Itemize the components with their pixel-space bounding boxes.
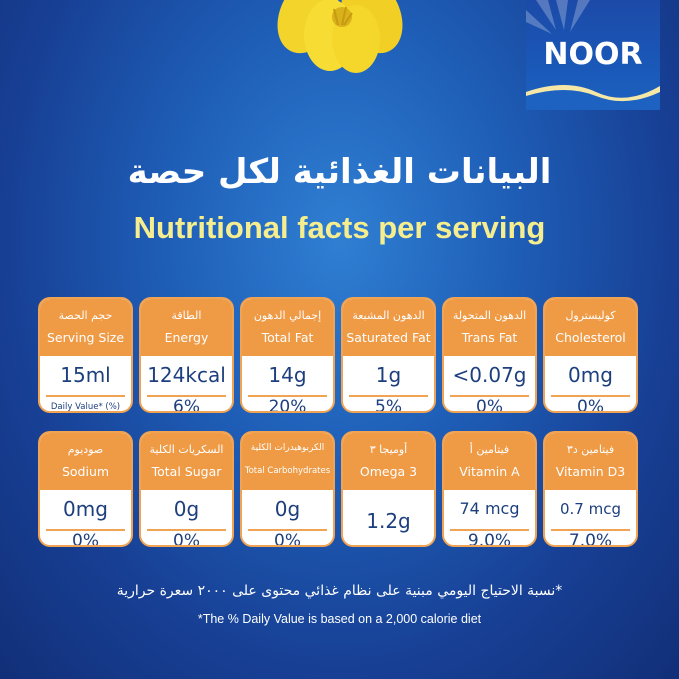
nutrient-name-ar: فيتامين د٣ xyxy=(566,443,615,456)
daily-value: 0% xyxy=(274,531,301,547)
card-divider xyxy=(147,529,226,531)
nutrient-card-total-fat: إجمالي الدهون Total Fat 14g 20% xyxy=(240,297,335,413)
nutrient-amount: 14g xyxy=(268,363,307,387)
nutrient-card-serving-size: حجم الحصة Serving Size 15ml Daily Value*… xyxy=(38,297,133,413)
nutrient-amount: 0.7 mcg xyxy=(559,500,621,518)
nutrient-amount: 0g xyxy=(274,497,301,521)
nutrient-name-ar: إجمالي الدهون xyxy=(253,309,322,322)
nutrient-name-ar: الدهون المتحولة xyxy=(452,309,527,322)
card-header: فيتامين أ Vitamin A xyxy=(444,433,535,490)
nutrient-name-en: Energy xyxy=(164,330,209,345)
daily-value: 6% xyxy=(173,397,200,413)
nutrient-amount: 0mg xyxy=(568,363,613,387)
nutrient-name-en: Total Fat xyxy=(261,330,314,345)
nutrient-name-ar: الدهون المشبعة xyxy=(352,309,425,322)
nutrient-card-omega-3: أوميجا ٣ Omega 3 1.2g xyxy=(341,431,436,547)
nutrient-name-en: Trans Fat xyxy=(461,330,518,345)
card-divider xyxy=(248,395,327,397)
nutrient-card-cholesterol: كوليسترول Cholesterol 0mg 0% xyxy=(543,297,638,413)
daily-value: Daily Value* (%) xyxy=(50,402,121,412)
nutrient-name-ar: صوديوم xyxy=(67,443,104,456)
card-header: الطاقة Energy xyxy=(141,299,232,356)
nutrient-name-en: Omega 3 xyxy=(359,464,418,479)
nutrient-amount: 1.2g xyxy=(366,509,411,533)
card-header: كوليسترول Cholesterol xyxy=(545,299,636,356)
nutrient-card-total-carbohydrates: الكربوهيدرات الكلية Total Carbohydrates … xyxy=(240,431,335,547)
nutrient-card-vitamin-a: فيتامين أ Vitamin A 74 mcg 9.0% xyxy=(442,431,537,547)
card-header: حجم الحصة Serving Size xyxy=(40,299,131,356)
card-divider xyxy=(46,529,125,531)
nutrient-name-ar: كوليسترول xyxy=(565,309,616,322)
nutrient-card-saturated-fat: الدهون المشبعة Saturated Fat 1g 5% xyxy=(341,297,436,413)
nutrient-name-ar: حجم الحصة xyxy=(58,309,113,322)
brand-name: NOOR xyxy=(543,37,643,72)
nutrient-name-ar: الطاقة xyxy=(171,309,202,322)
card-divider xyxy=(450,395,529,397)
footnote-english: *The % Daily Value is based on a 2,000 c… xyxy=(197,612,482,626)
card-header: الدهون المشبعة Saturated Fat xyxy=(343,299,434,356)
nutrient-name-ar: فيتامين أ xyxy=(469,443,510,456)
title-arabic: البيانات الغذائية لكل حصة xyxy=(127,152,552,192)
daily-value: 0% xyxy=(173,531,200,547)
daily-value: 7.0% xyxy=(568,531,613,547)
brand-logo: NOOR xyxy=(526,0,660,110)
card-header: فيتامين د٣ Vitamin D3 xyxy=(545,433,636,490)
footnote-arabic: *نسبة الاحتياج اليومي مبنية على نظام غذا… xyxy=(116,583,563,599)
nutrient-name-en: Total Sugar xyxy=(151,464,222,479)
nutrient-amount: 124kcal xyxy=(147,363,226,387)
nutrient-name-en: Saturated Fat xyxy=(346,330,431,345)
nutrient-name-ar: الكربوهيدرات الكلية xyxy=(250,443,325,453)
nutrient-name-en: Sodium xyxy=(61,464,110,479)
daily-value: 0% xyxy=(476,397,503,413)
card-divider xyxy=(450,529,529,531)
title-english: Nutritional facts per serving xyxy=(133,210,546,245)
daily-value: 9.0% xyxy=(467,531,512,547)
nutrient-name-ar: أوميجا ٣ xyxy=(369,443,408,456)
nutrient-card-energy: الطاقة Energy 124kcal 6% xyxy=(139,297,234,413)
nutrient-amount: 15ml xyxy=(60,363,111,387)
card-divider xyxy=(551,395,630,397)
nutrient-card-trans-fat: الدهون المتحولة Trans Fat <0.07g 0% xyxy=(442,297,537,413)
card-divider xyxy=(147,395,226,397)
nutrient-card-vitamin-d3: فيتامين د٣ Vitamin D3 0.7 mcg 7.0% xyxy=(543,431,638,547)
nutrient-name-en: Vitamin D3 xyxy=(555,464,626,479)
card-divider xyxy=(349,395,428,397)
daily-value: 5% xyxy=(375,397,402,413)
sunburst-graphic xyxy=(526,0,660,110)
nutrient-amount: <0.07g xyxy=(452,363,527,387)
nutrient-card-sodium: صوديوم Sodium 0mg 0% xyxy=(38,431,133,547)
nutrient-amount: 0g xyxy=(173,497,200,521)
nutrient-name-en: Total Carbohydrates xyxy=(244,466,331,476)
card-divider xyxy=(551,529,630,531)
card-header: صوديوم Sodium xyxy=(40,433,131,490)
card-header: إجمالي الدهون Total Fat xyxy=(242,299,333,356)
card-header: أوميجا ٣ Omega 3 xyxy=(343,433,434,490)
card-divider xyxy=(46,395,125,397)
nutrition-grid: حجم الحصة Serving Size 15ml Daily Value*… xyxy=(38,297,641,555)
nutrient-card-total-sugar: السكريات الكلية Total Sugar 0g 0% xyxy=(139,431,234,547)
card-header: السكريات الكلية Total Sugar xyxy=(141,433,232,490)
daily-value: 20% xyxy=(268,397,307,413)
daily-value: 0% xyxy=(577,397,604,413)
daily-value: 0% xyxy=(72,531,99,547)
nutrient-name-en: Cholesterol xyxy=(555,330,626,345)
nutrient-name-en: Vitamin A xyxy=(459,464,520,479)
nutrient-name-ar: السكريات الكلية xyxy=(149,443,224,456)
card-divider xyxy=(248,529,327,531)
flower-illustration xyxy=(277,0,403,73)
card-header: الكربوهيدرات الكلية Total Carbohydrates xyxy=(242,433,333,490)
nutrient-amount: 0mg xyxy=(63,497,108,521)
card-header: الدهون المتحولة Trans Fat xyxy=(444,299,535,356)
nutrient-amount: 1g xyxy=(375,363,402,387)
nutrient-amount: 74 mcg xyxy=(459,499,520,518)
nutrient-name-en: Serving Size xyxy=(46,330,125,345)
